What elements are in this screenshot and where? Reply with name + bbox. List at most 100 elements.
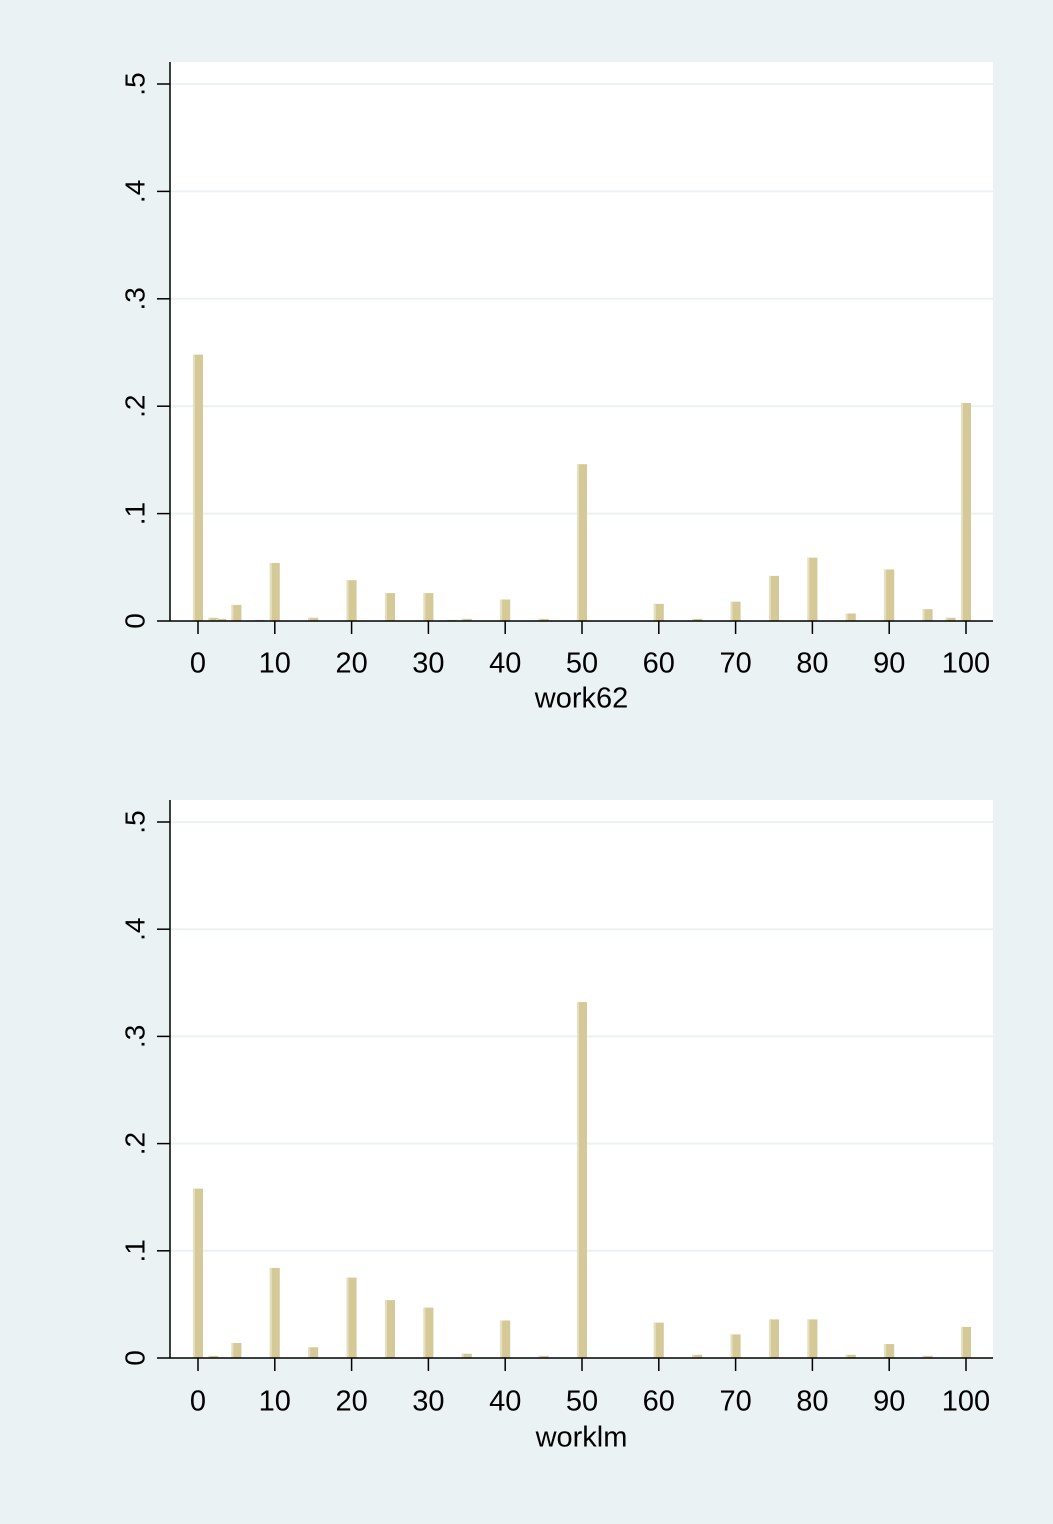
bar-fill (538, 618, 549, 621)
x-tick-label: 90 (873, 1386, 905, 1418)
y-tick-label: .4 (119, 918, 150, 941)
bar-fill (961, 1326, 971, 1358)
bar-fill (346, 580, 357, 621)
bar-highlight (193, 354, 195, 621)
bar-highlight (577, 1002, 579, 1358)
bar (500, 1320, 511, 1358)
bar-highlight (461, 1353, 464, 1358)
bar-highlight (845, 1354, 848, 1358)
x-tick-label: 20 (335, 648, 367, 680)
x-tick-label: 10 (259, 1386, 291, 1418)
bar-fill (961, 402, 971, 621)
y-tick-label: .2 (119, 1132, 150, 1155)
bar (308, 617, 319, 621)
bar (385, 1300, 395, 1358)
bar-highlight (193, 1188, 195, 1358)
bar-fill (922, 609, 933, 621)
bar-fill (730, 1334, 741, 1358)
bar (961, 1326, 971, 1358)
bar (208, 1355, 219, 1358)
bar-fill (653, 603, 664, 621)
bar-fill (308, 617, 319, 621)
x-tick-label: 100 (942, 1386, 990, 1418)
bar-highlight (269, 1267, 272, 1358)
bar-highlight (308, 1347, 311, 1358)
bar-fill (461, 1353, 472, 1358)
bar-fill (730, 601, 741, 621)
bar-highlight (922, 609, 925, 621)
bar-highlight (730, 601, 733, 621)
bar-highlight (807, 1319, 810, 1358)
bar-highlight (730, 1334, 733, 1358)
bar (461, 618, 472, 621)
bar-fill (208, 1355, 219, 1358)
x-tick-label: 30 (412, 648, 444, 680)
y-tick-label: .3 (119, 287, 150, 310)
bar-highlight (500, 599, 503, 621)
y-tick-label: 0 (119, 613, 150, 629)
bar-fill (269, 563, 280, 621)
bar (346, 1277, 357, 1358)
bar (461, 1353, 472, 1358)
bar-fill (346, 1277, 357, 1358)
bar-fill (231, 604, 242, 621)
bar (692, 1354, 703, 1358)
bar (730, 601, 741, 621)
bar-highlight (884, 569, 887, 621)
bar-fill (653, 1322, 664, 1358)
bar-fill (385, 593, 395, 621)
bar-fill (385, 1300, 395, 1358)
bar-fill (577, 1002, 587, 1358)
x-tick-label: 60 (643, 648, 675, 680)
bar-highlight (577, 464, 579, 621)
bar-fill (461, 618, 472, 621)
x-tick-label: 0 (190, 648, 206, 680)
bar-highlight (692, 618, 695, 621)
y-tick-label: .1 (119, 502, 150, 525)
bar (193, 1188, 203, 1358)
bar (807, 557, 818, 621)
bar-highlight (500, 1320, 503, 1358)
chart-panel-work62: 0 .1 .2 .3 .4 .5 0 10 20 30 40 50 60 70 80 90 100 work62 (0, 0, 1053, 740)
bar (845, 613, 856, 621)
bar (269, 1267, 280, 1358)
bar-highlight (308, 617, 311, 621)
y-tick-label: .2 (119, 395, 150, 418)
x-tick-label: 40 (489, 648, 521, 680)
bar (193, 354, 203, 621)
x-tick-label: 60 (643, 1386, 675, 1418)
bar-highlight (538, 618, 541, 621)
bar-fill (500, 599, 511, 621)
x-tick-label: 90 (873, 648, 905, 680)
bar (807, 1319, 818, 1358)
x-tick-label: 10 (259, 648, 291, 680)
bar-fill (538, 1355, 549, 1358)
bar (216, 618, 227, 621)
bar-fill (692, 618, 703, 621)
x-tick-label: 20 (335, 1386, 367, 1418)
bar-highlight (807, 557, 810, 621)
bar (308, 1347, 319, 1358)
bar-highlight (346, 1277, 349, 1358)
x-tick-label: 50 (566, 1386, 598, 1418)
bar-highlight (208, 1355, 211, 1358)
bar-fill (500, 1320, 511, 1358)
bar-fill (208, 617, 219, 621)
bar (385, 593, 395, 621)
bar-highlight (692, 1354, 695, 1358)
y-tick-label: 0 (119, 1350, 150, 1366)
bar-highlight (945, 617, 948, 621)
bar-fill (845, 1354, 856, 1358)
bar-highlight (884, 1344, 887, 1358)
bar (538, 618, 549, 621)
bar (577, 464, 587, 621)
bar-highlight (961, 402, 963, 621)
bar-fill (769, 575, 779, 621)
bar-highlight (653, 1322, 656, 1358)
bar-highlight (208, 617, 211, 621)
bar (500, 599, 511, 621)
bar-highlight (538, 1355, 541, 1358)
x-tick-label: 0 (190, 1386, 206, 1418)
bar-highlight (845, 613, 848, 621)
bar-fill (807, 1319, 818, 1358)
